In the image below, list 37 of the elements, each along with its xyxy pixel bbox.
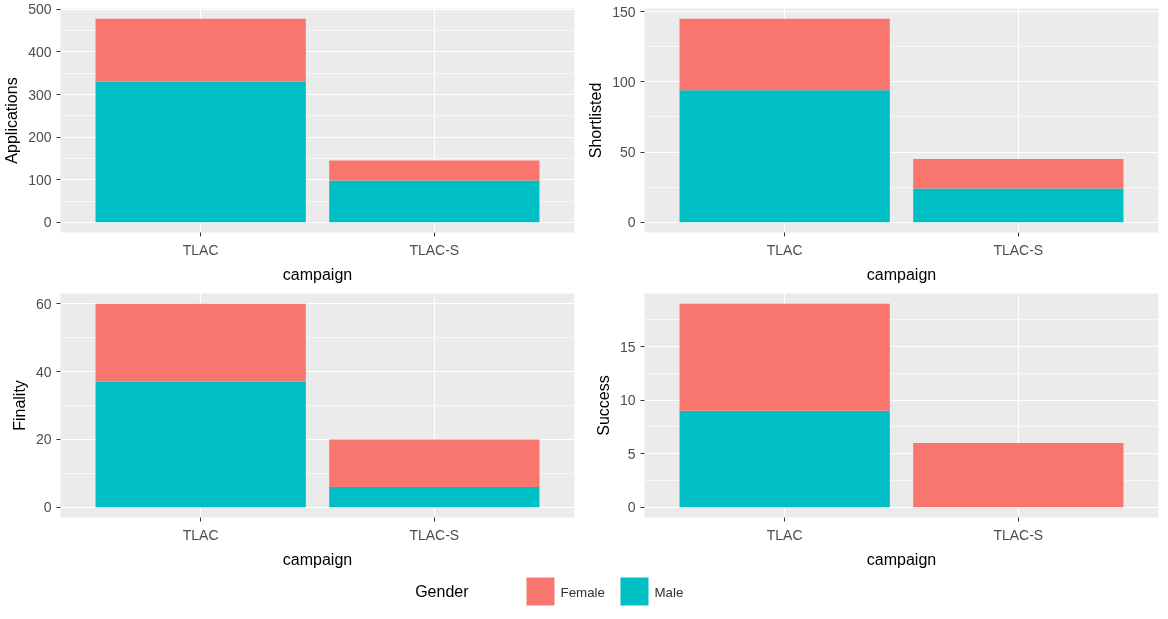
x-tick-label: TLAC [766, 241, 803, 258]
y-tick-label: 0 [627, 499, 636, 516]
y-tick-label: 150 [612, 3, 636, 20]
y-tick-label: 40 [35, 363, 52, 380]
y-tick-label: 20 [35, 431, 52, 448]
y-tick-label: 15 [619, 338, 636, 355]
y-tick-label: 10 [619, 392, 636, 409]
x-tick-label: TLAC-S [409, 526, 460, 543]
y-tick-label: 0 [43, 499, 52, 516]
y-tick-label: 0 [627, 214, 636, 231]
y-tick-label: 60 [35, 295, 52, 312]
x-tick-label: TLAC [182, 241, 219, 258]
y-tick-label: 400 [28, 43, 52, 60]
y-axis-title: Finality [10, 380, 28, 431]
y-tick-label: 0 [43, 214, 52, 231]
y-tick-label: 100 [612, 73, 636, 90]
x-tick-label: TLAC [182, 526, 219, 543]
y-axis-title: Success [594, 375, 612, 436]
y-tick-label: 50 [619, 144, 636, 161]
legend-label: Male [654, 585, 684, 600]
x-axis-title: campaign [866, 550, 937, 568]
y-tick-label: 300 [28, 86, 52, 103]
y-tick-label: 500 [28, 1, 52, 18]
x-axis-title: campaign [282, 550, 353, 568]
legend-title: Gender [415, 583, 470, 600]
y-axis-title: Applications [3, 77, 21, 164]
x-tick-label: TLAC-S [409, 241, 460, 258]
x-tick-label: TLAC [766, 526, 803, 543]
x-tick-label: TLAC-S [993, 526, 1044, 543]
x-axis-title: campaign [282, 265, 353, 283]
y-tick-label: 100 [28, 171, 52, 188]
legend-label: Female [560, 585, 605, 600]
y-tick-label: 5 [627, 445, 636, 462]
x-tick-label: TLAC-S [993, 241, 1044, 258]
x-axis-title: campaign [866, 265, 937, 283]
y-tick-label: 200 [28, 129, 52, 146]
y-axis-title: Shortlisted [587, 82, 605, 159]
